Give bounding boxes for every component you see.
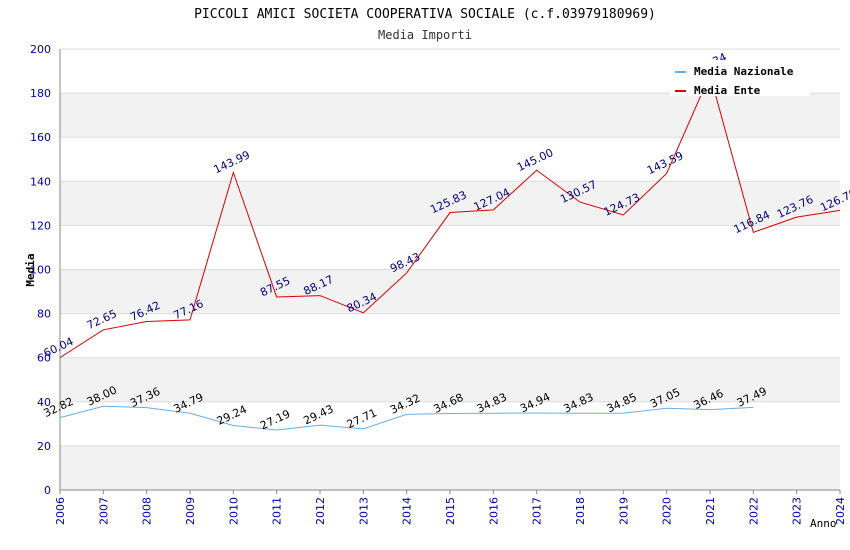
data-label: 143.99 — [212, 148, 252, 176]
background-band — [60, 269, 840, 314]
x-tick-label: 2020 — [661, 497, 674, 525]
chart-subtitle: Media Importi — [378, 28, 472, 42]
y-tick-label: 140 — [30, 175, 51, 188]
background-bands — [60, 93, 840, 490]
y-tick-label: 0 — [44, 484, 51, 497]
background-band — [60, 93, 840, 138]
data-label: 29.43 — [301, 402, 335, 427]
x-tick-label: 2013 — [357, 497, 370, 525]
y-tick-label: 40 — [37, 396, 51, 409]
data-label: 60.04 — [41, 335, 75, 360]
legend-label-media-ente: Media Ente — [694, 84, 761, 97]
x-tick-label: 2009 — [184, 497, 197, 525]
chart-title: PICCOLI AMICI SOCIETA COOPERATIVA SOCIAL… — [194, 7, 656, 22]
y-axis-label: Media — [24, 253, 37, 286]
data-label: 143.59 — [645, 149, 685, 177]
x-tick-label: 2010 — [227, 497, 240, 525]
x-tick-label: 2011 — [271, 497, 284, 525]
x-tick-label: 2012 — [314, 497, 327, 525]
y-tick-label: 180 — [30, 87, 51, 100]
x-tick-label: 2016 — [487, 497, 500, 525]
y-tick-label: 60 — [37, 352, 51, 365]
x-tick-label: 2006 — [54, 497, 67, 525]
x-tick-labels: 2006 2007 2008 2009 2010 2011 2012 2013 2014 2015… — [54, 490, 847, 525]
legend-box — [670, 60, 810, 96]
background-band — [60, 357, 840, 402]
x-tick-label: 2014 — [401, 497, 414, 525]
x-tick-label: 2007 — [97, 497, 110, 525]
data-label: 29.24 — [215, 403, 249, 428]
legend: Media Nazionale Media Ente — [670, 60, 810, 97]
x-tick-label: 2019 — [617, 497, 630, 525]
background-band — [60, 445, 840, 490]
data-label: 27.71 — [345, 406, 379, 431]
x-axis-label: Anno — [810, 517, 837, 530]
x-tick-label: 2023 — [791, 497, 804, 525]
x-tick-label: 2021 — [704, 497, 717, 525]
gridlines — [60, 48, 840, 491]
y-tick-label: 120 — [30, 219, 51, 232]
background-band — [60, 181, 840, 226]
x-tick-label: 2018 — [574, 497, 587, 525]
data-label: 145.00 — [515, 146, 555, 174]
x-tick-label: 2008 — [141, 497, 154, 525]
y-tick-label: 160 — [30, 131, 51, 144]
x-tick-label: 2024 — [834, 497, 847, 525]
legend-label-media-nazionale: Media Nazionale — [694, 65, 794, 78]
y-tick-label: 200 — [30, 43, 51, 56]
x-tick-label: 2022 — [747, 497, 760, 525]
y-tick-label: 20 — [37, 440, 51, 453]
x-tick-label: 2017 — [531, 497, 544, 525]
y-tick-label: 80 — [37, 308, 51, 321]
x-tick-label: 2015 — [444, 497, 457, 525]
y-tick-label: 100 — [30, 264, 51, 277]
y-tick-labels: 0 20 40 60 80 100 120 140 160 180 200 — [30, 43, 51, 497]
series-line-media-nazionale — [59, 405, 754, 431]
